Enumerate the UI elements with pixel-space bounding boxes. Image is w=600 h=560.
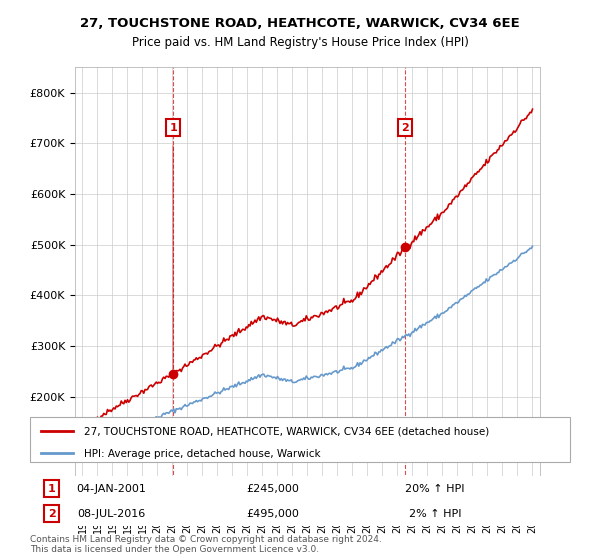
Text: 27, TOUCHSTONE ROAD, HEATHCOTE, WARWICK, CV34 6EE (detached house): 27, TOUCHSTONE ROAD, HEATHCOTE, WARWICK,… [84,427,489,437]
Text: 2: 2 [48,509,55,519]
Text: 27, TOUCHSTONE ROAD, HEATHCOTE, WARWICK, CV34 6EE: 27, TOUCHSTONE ROAD, HEATHCOTE, WARWICK,… [80,17,520,30]
Text: 08-JUL-2016: 08-JUL-2016 [77,509,145,519]
Text: 1: 1 [48,484,55,493]
Text: 1: 1 [169,123,177,133]
Text: £245,000: £245,000 [247,484,299,493]
Text: 2% ↑ HPI: 2% ↑ HPI [409,509,461,519]
Text: HPI: Average price, detached house, Warwick: HPI: Average price, detached house, Warw… [84,449,320,459]
Text: Price paid vs. HM Land Registry's House Price Index (HPI): Price paid vs. HM Land Registry's House … [131,36,469,49]
Text: 2: 2 [401,123,409,133]
Text: Contains HM Land Registry data © Crown copyright and database right 2024.
This d: Contains HM Land Registry data © Crown c… [30,535,382,554]
Text: 04-JAN-2001: 04-JAN-2001 [76,484,146,493]
Text: £495,000: £495,000 [247,509,299,519]
Text: 20% ↑ HPI: 20% ↑ HPI [405,484,465,493]
